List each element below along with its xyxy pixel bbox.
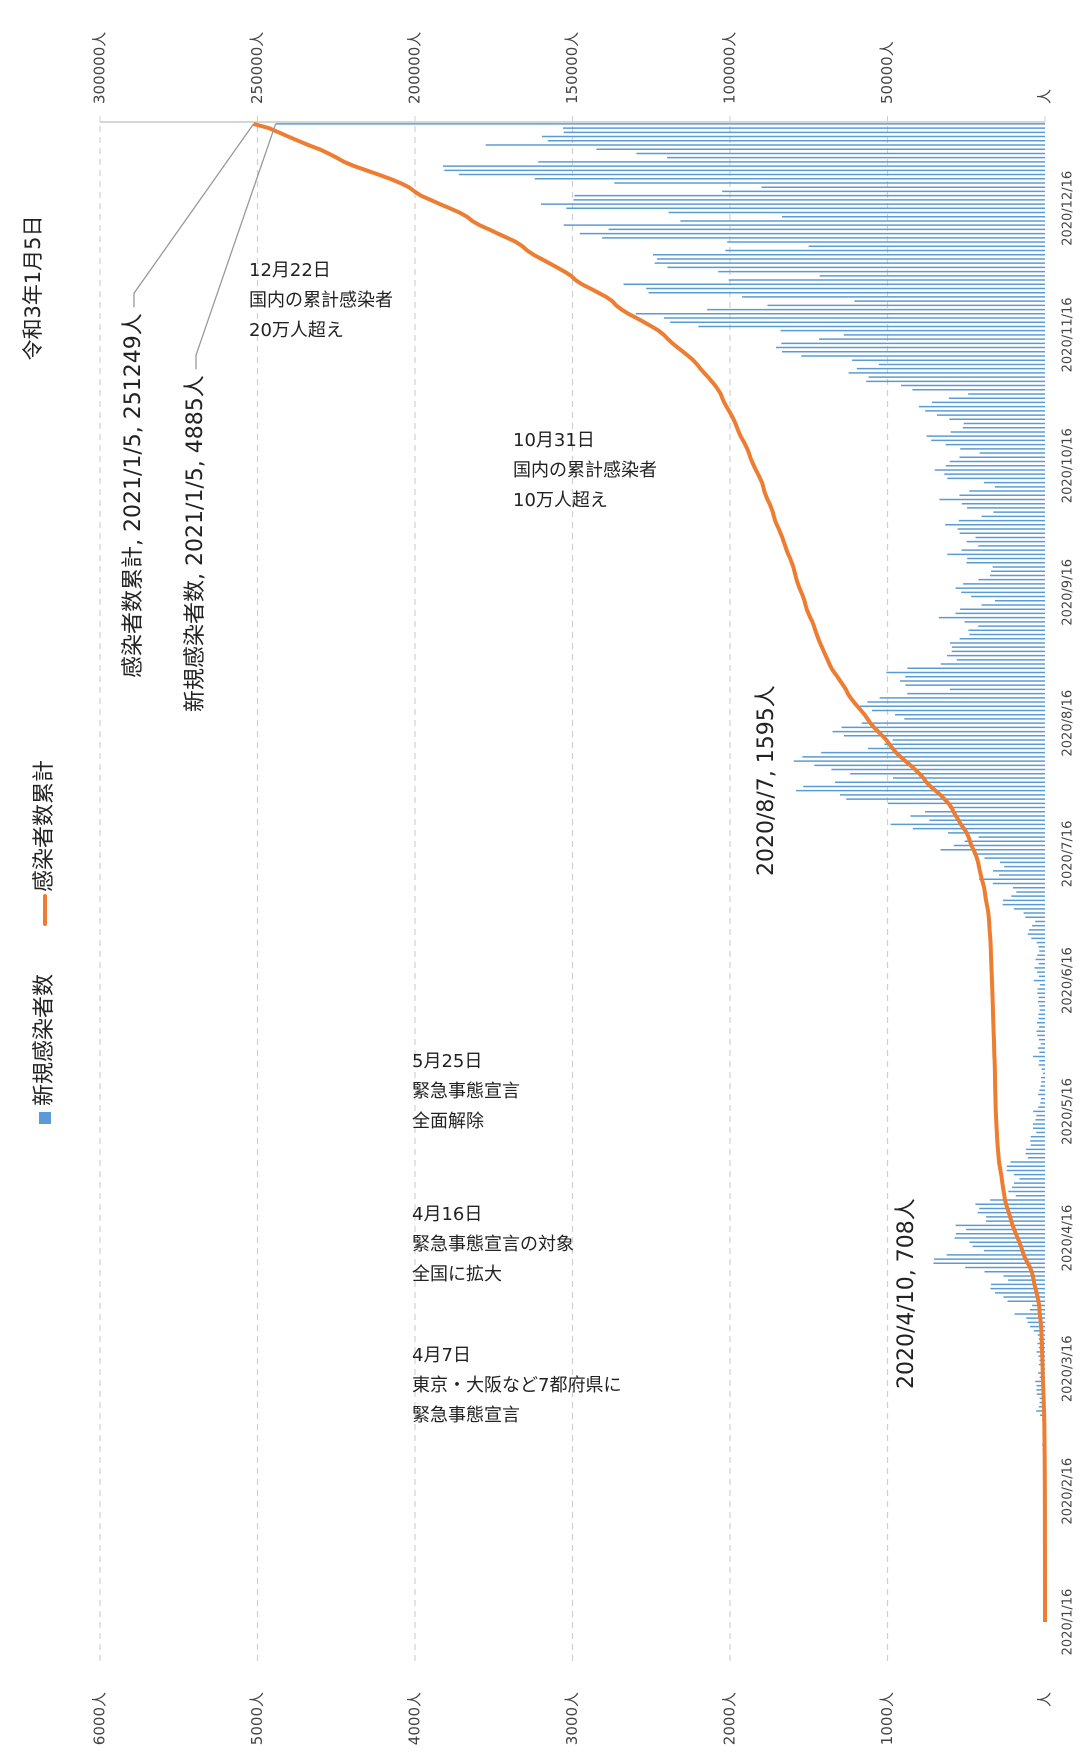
x-tick-label: 2020/7/16 — [1061, 821, 1076, 888]
x-tick-label: 2020/12/16 — [1061, 171, 1076, 246]
chart-title: 令和3年1月5日 — [21, 215, 45, 360]
value-label: 感染者数累計, 2021/1/5, 251249人 — [121, 313, 146, 678]
x-tick-label: 2020/3/16 — [1061, 1335, 1076, 1402]
x-tick-label: 2020/11/16 — [1061, 297, 1076, 372]
legend-label: 感染者数累計 — [32, 760, 57, 892]
x-tick-label: 2020/8/16 — [1061, 690, 1076, 757]
x-tick-label: 2020/9/16 — [1061, 559, 1076, 626]
annotation: 緊急事態宣言 — [412, 1081, 520, 1102]
legend-label: 新規感染者数 — [32, 974, 57, 1106]
y2-tick-label: 300000人 — [91, 32, 109, 104]
y2-tick-label: 50000人 — [878, 41, 896, 104]
annotation: 12月22日 — [249, 260, 331, 281]
annotation: 5月25日 — [412, 1051, 482, 1072]
line — [253, 121, 1047, 1622]
annotation: 緊急事態宣言 — [412, 1405, 520, 1426]
rotated-chart: 人 1000人 2000人 3000人 4000人 5000人 6000人 人 50000人 10… — [21, 32, 1076, 1745]
annotation: 全国に拡大 — [412, 1264, 502, 1285]
y-tick-label: 5000人 — [248, 1692, 266, 1745]
x-tick-label: 2020/10/16 — [1061, 428, 1076, 503]
annotation: 10万人超え — [513, 490, 608, 511]
leader-line — [195, 123, 277, 370]
annotation-layer: 12月22日国内の累計感染者20万人超え10月31日国内の累計感染者10万人超え… — [249, 260, 657, 1426]
x-tick-label: 2020/1/16 — [1061, 1589, 1076, 1656]
annotation: 4月16日 — [412, 1204, 482, 1225]
value-label: 2020/8/7, 1595人 — [754, 685, 779, 876]
value-label: 新規感染者数, 2021/1/5, 4885人 — [183, 375, 208, 712]
annotation: 緊急事態宣言の対象 — [412, 1234, 574, 1255]
annotation: 10月31日 — [513, 430, 595, 451]
y-tick-label: 2000人 — [721, 1692, 739, 1745]
x-tick-label: 2020/2/16 — [1061, 1458, 1076, 1525]
leader-line — [133, 123, 255, 308]
annotation: 20万人超え — [249, 320, 344, 341]
value-label: 2020/4/10, 708人 — [894, 1198, 919, 1389]
annotation: 4月7日 — [412, 1345, 471, 1366]
annotation: 国内の累計感染者 — [249, 290, 393, 311]
y-tick-label: 4000人 — [406, 1692, 424, 1745]
y-tick-label: 3000人 — [563, 1692, 581, 1745]
annotation: 全面解除 — [412, 1111, 484, 1132]
x-tick-label: 2020/5/16 — [1061, 1078, 1076, 1145]
y2-tick-label: 人 — [1036, 89, 1054, 104]
x-tick-label: 2020/4/16 — [1061, 1205, 1076, 1272]
y-tick-label: 6000人 — [91, 1692, 109, 1745]
annotation: 国内の累計感染者 — [513, 460, 657, 481]
y2-tick-label: 100000人 — [721, 32, 739, 104]
y2-tick-label: 250000人 — [248, 32, 266, 104]
y-tick-label: 1000人 — [878, 1692, 896, 1745]
y2-tick-label: 200000人 — [406, 32, 424, 104]
annotation: 東京・大阪など7都府県に — [412, 1375, 621, 1396]
y2-tick-label: 150000人 — [563, 32, 581, 104]
x-tick-label: 2020/6/16 — [1061, 947, 1076, 1014]
legend-swatch — [39, 1112, 51, 1124]
y-tick-label: 人 — [1036, 1692, 1054, 1707]
